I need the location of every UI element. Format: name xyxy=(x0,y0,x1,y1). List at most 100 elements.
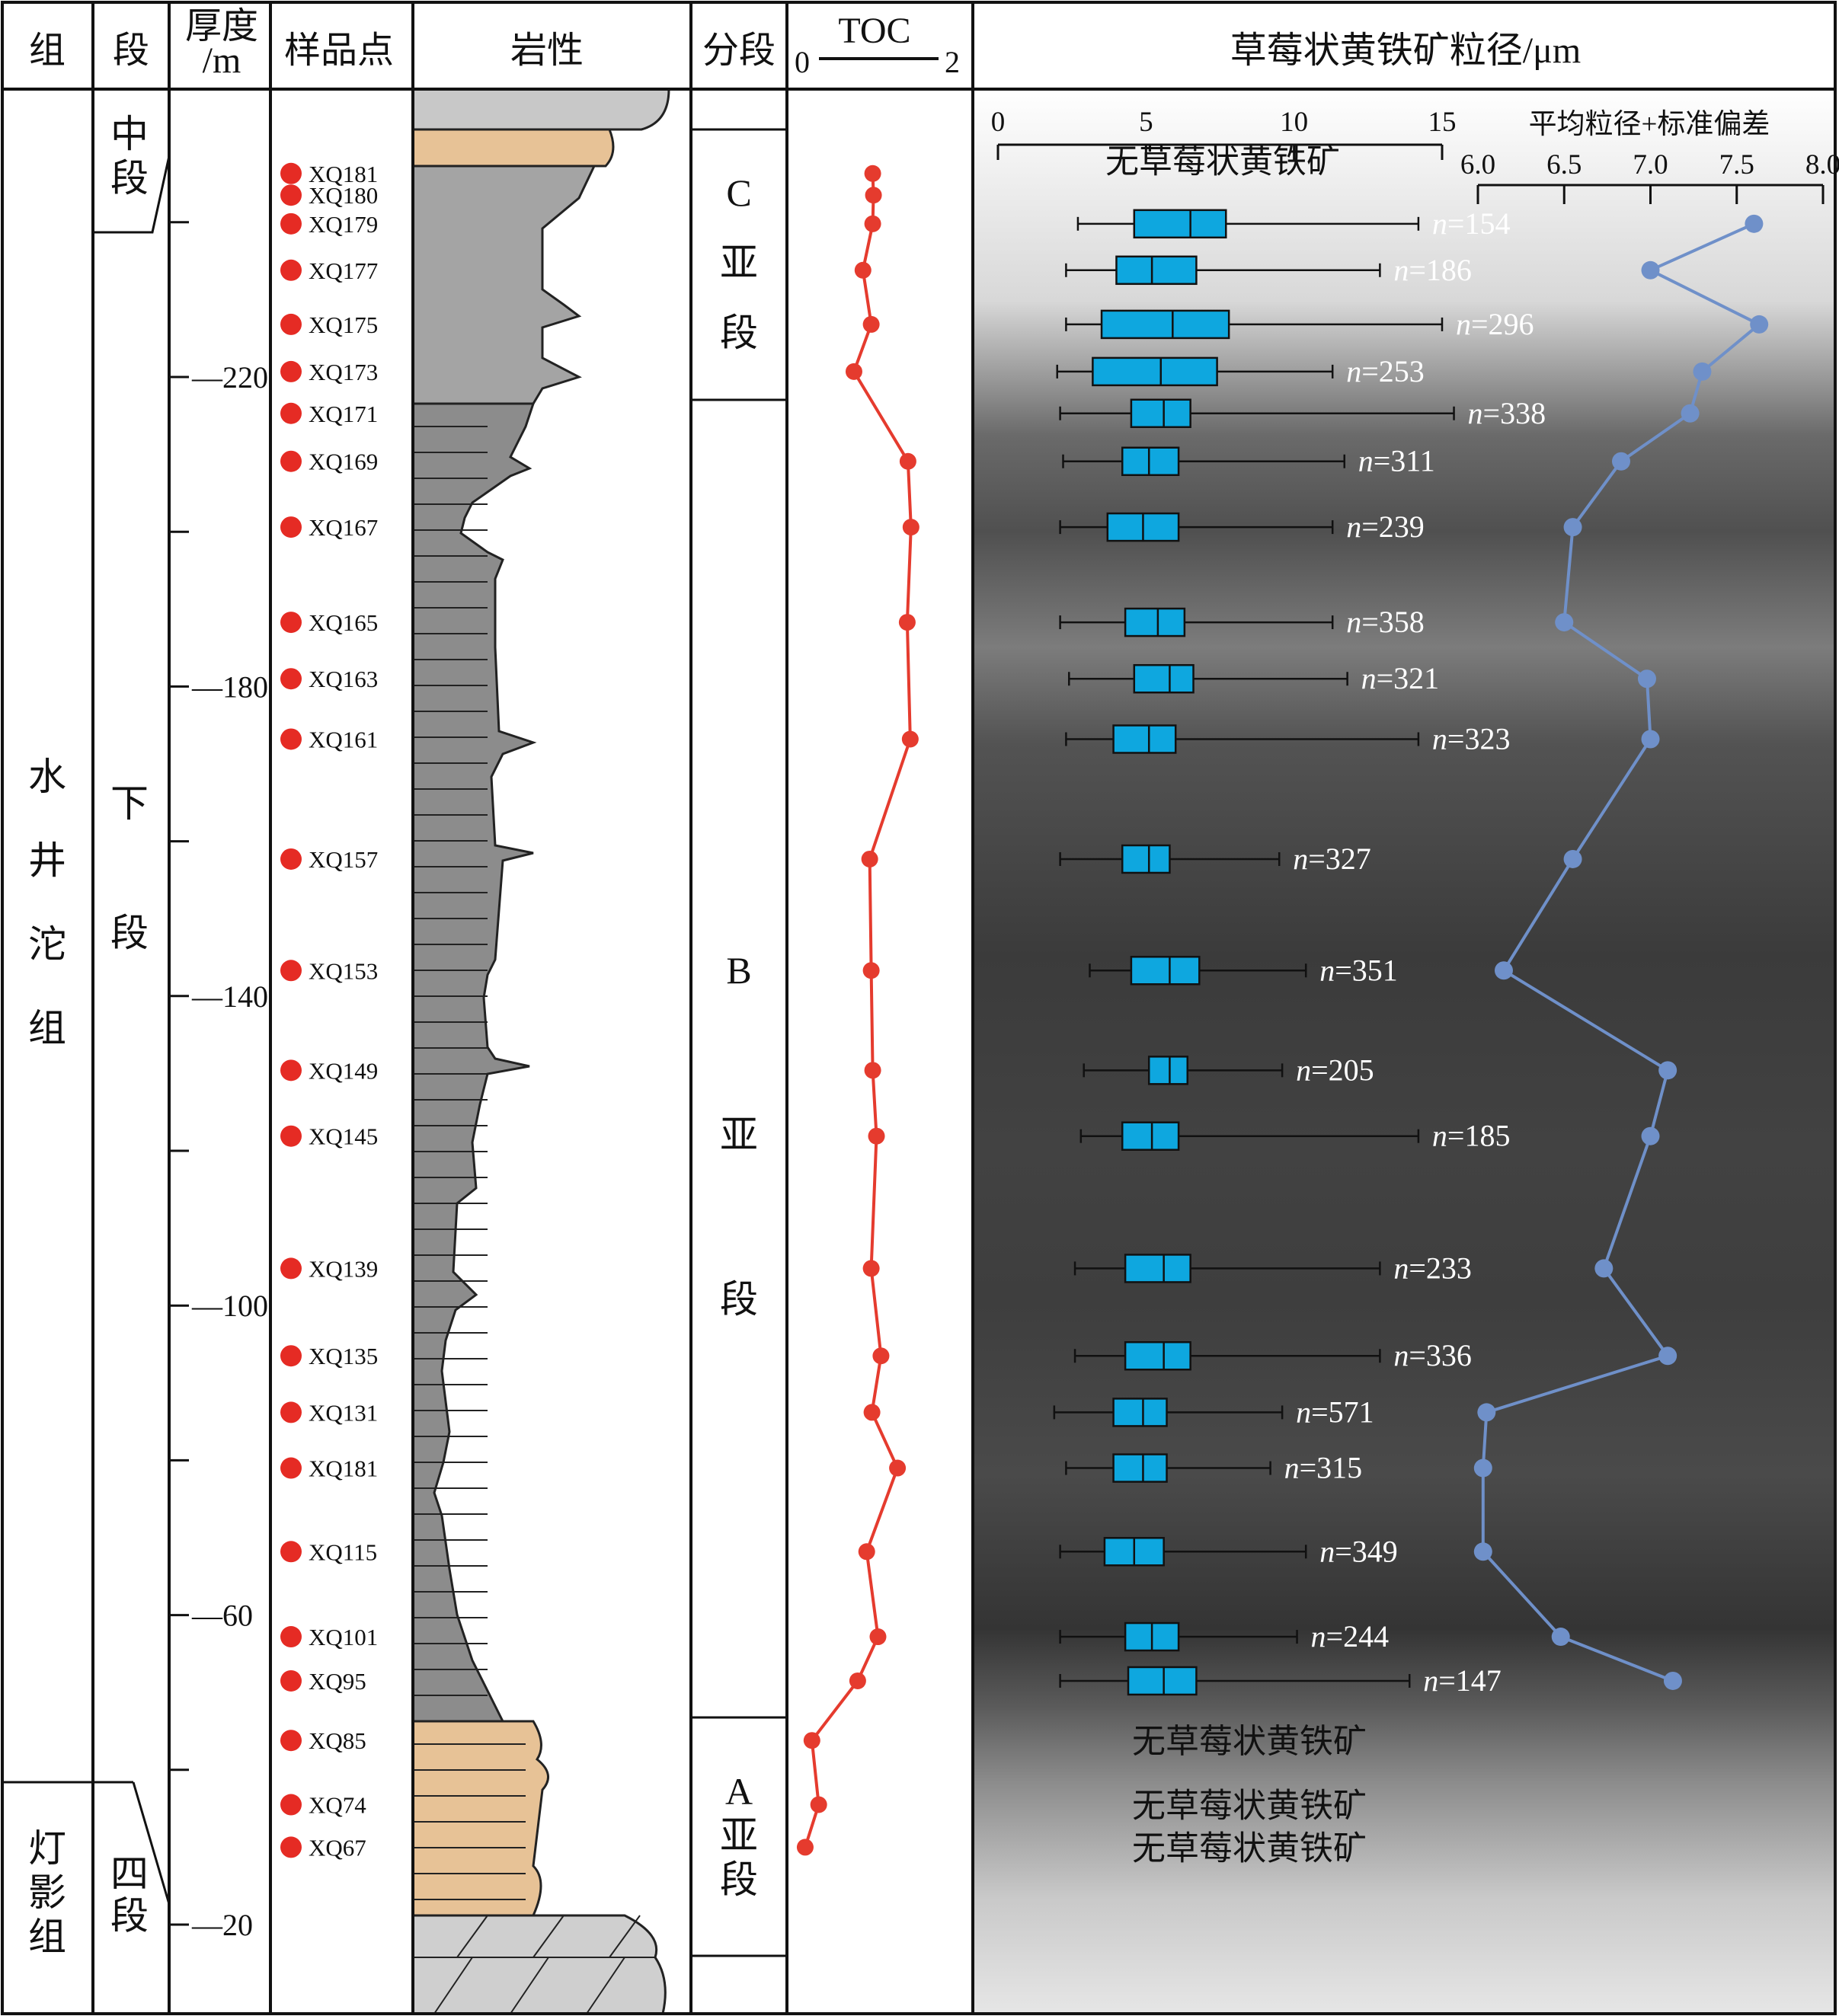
toc-point xyxy=(803,1732,820,1749)
sample-label: XQ74 xyxy=(309,1792,366,1819)
sample-dot xyxy=(280,848,302,870)
size-axis-label: 15 xyxy=(1428,107,1457,138)
sample-label: XQ169 xyxy=(309,449,378,475)
sample-label: XQ149 xyxy=(309,1057,378,1084)
box-iqr xyxy=(1133,209,1227,239)
mean-point xyxy=(1658,1347,1677,1366)
sample-label: XQ167 xyxy=(309,514,378,541)
mean-axis-label: 6.0 xyxy=(1460,149,1495,181)
n-label: n=323 xyxy=(1432,721,1511,756)
sample-dot xyxy=(280,1059,302,1081)
dolomite-slash xyxy=(456,1915,488,1958)
sample-dot xyxy=(280,212,302,235)
sample-dot xyxy=(280,162,302,184)
depth-tick-label: —220 xyxy=(191,360,268,395)
header-framboid: 草莓状黄铁矿粒径/μm xyxy=(1230,30,1581,71)
sample-dot xyxy=(280,450,302,472)
toc-point xyxy=(872,1347,890,1365)
member-label-lower: 下段 xyxy=(110,782,149,954)
sample-label: XQ179 xyxy=(309,211,378,238)
sample-dot xyxy=(280,184,302,206)
sample-label: XQ153 xyxy=(309,957,378,984)
sample-label: XQ165 xyxy=(309,609,378,636)
sample-label: XQ163 xyxy=(309,666,378,692)
toc-point xyxy=(901,730,919,748)
mean-point xyxy=(1750,315,1769,334)
mean-point xyxy=(1641,1126,1660,1145)
depth-tick-label: —60 xyxy=(191,1599,253,1633)
toc-point xyxy=(864,1062,881,1079)
sample-dot xyxy=(280,402,302,424)
sample-label: XQ181 xyxy=(309,161,378,187)
sample-dot xyxy=(280,612,302,634)
box-iqr xyxy=(1121,844,1171,874)
box-iqr xyxy=(1112,724,1177,754)
sample-dot xyxy=(280,1401,302,1423)
toc-point xyxy=(845,363,862,380)
dolomite-slash xyxy=(586,1957,625,2014)
box-iqr xyxy=(1115,255,1198,286)
sample-label: XQ181 xyxy=(309,1455,378,1482)
box-iqr xyxy=(1112,1453,1168,1483)
toc-point xyxy=(869,1628,887,1646)
dolomite-slash xyxy=(510,1957,549,2014)
mean-point xyxy=(1477,1403,1496,1422)
n-label: n=244 xyxy=(1311,1619,1390,1653)
depth-tick-label: —140 xyxy=(191,979,268,1014)
sample-dot xyxy=(280,1836,302,1858)
box-iqr xyxy=(1130,956,1201,986)
sample-dot xyxy=(280,1125,302,1147)
sample-label: XQ161 xyxy=(309,726,378,752)
toc-point xyxy=(864,165,881,182)
mean-point xyxy=(1641,260,1660,280)
member-boundary xyxy=(93,155,171,234)
toc-curve xyxy=(796,165,920,1856)
sample-dot xyxy=(280,728,302,750)
header-formation: 组 xyxy=(29,30,66,71)
formation-label-dengying: 灯影组 xyxy=(28,1827,66,1958)
sample-dot xyxy=(280,1730,302,1752)
box-iqr xyxy=(1124,607,1186,637)
sample-label: XQ175 xyxy=(309,312,378,338)
mean-point xyxy=(1693,362,1712,381)
toc-point xyxy=(902,519,920,536)
sample-label: XQ171 xyxy=(309,401,378,427)
box-iqr xyxy=(1130,398,1191,429)
toc-line xyxy=(804,173,913,1848)
n-label: n=296 xyxy=(1456,307,1534,341)
lith-tan-bottom xyxy=(411,1720,549,1917)
box-iqr xyxy=(1100,309,1230,340)
no-framboid-note: 无草莓状黄铁矿 xyxy=(1132,1829,1367,1867)
mean-axis-label: 8.0 xyxy=(1805,149,1839,181)
lith-dark-body xyxy=(411,402,537,1723)
sample-label: XQ115 xyxy=(309,1538,377,1565)
sample-label: XQ180 xyxy=(309,182,378,209)
lith-top-block xyxy=(411,88,670,131)
mean-point xyxy=(1663,1671,1682,1690)
mean-point xyxy=(1473,1542,1492,1561)
mean-axis-label: 7.5 xyxy=(1719,149,1754,181)
box-iqr xyxy=(1121,446,1180,476)
header-lithology: 岩性 xyxy=(510,30,584,71)
sample-dot xyxy=(280,516,302,538)
mean-point xyxy=(1658,1061,1677,1080)
toc-point xyxy=(862,962,880,979)
member-label-middle: 中段 xyxy=(110,113,149,200)
sample-label: XQ131 xyxy=(309,1399,378,1426)
toc-point xyxy=(865,187,882,204)
box-iqr xyxy=(1124,1340,1191,1371)
sample-dot xyxy=(280,1541,302,1563)
formation-boundary xyxy=(132,1781,171,1905)
depth-axis: —20 —60 —100 —140 —180 —220 xyxy=(169,221,268,1942)
sample-dot xyxy=(280,1669,302,1692)
box-iqr xyxy=(1124,1254,1191,1283)
subsection-label-a: A 亚段 xyxy=(720,1770,758,1901)
sample-dot xyxy=(280,313,302,335)
sample-label: XQ139 xyxy=(309,1255,378,1282)
n-label: n=315 xyxy=(1284,1451,1363,1485)
sample-dot xyxy=(280,1626,302,1648)
size-axis-label: 0 xyxy=(991,107,1006,138)
header-subsection: 分段 xyxy=(702,30,776,71)
